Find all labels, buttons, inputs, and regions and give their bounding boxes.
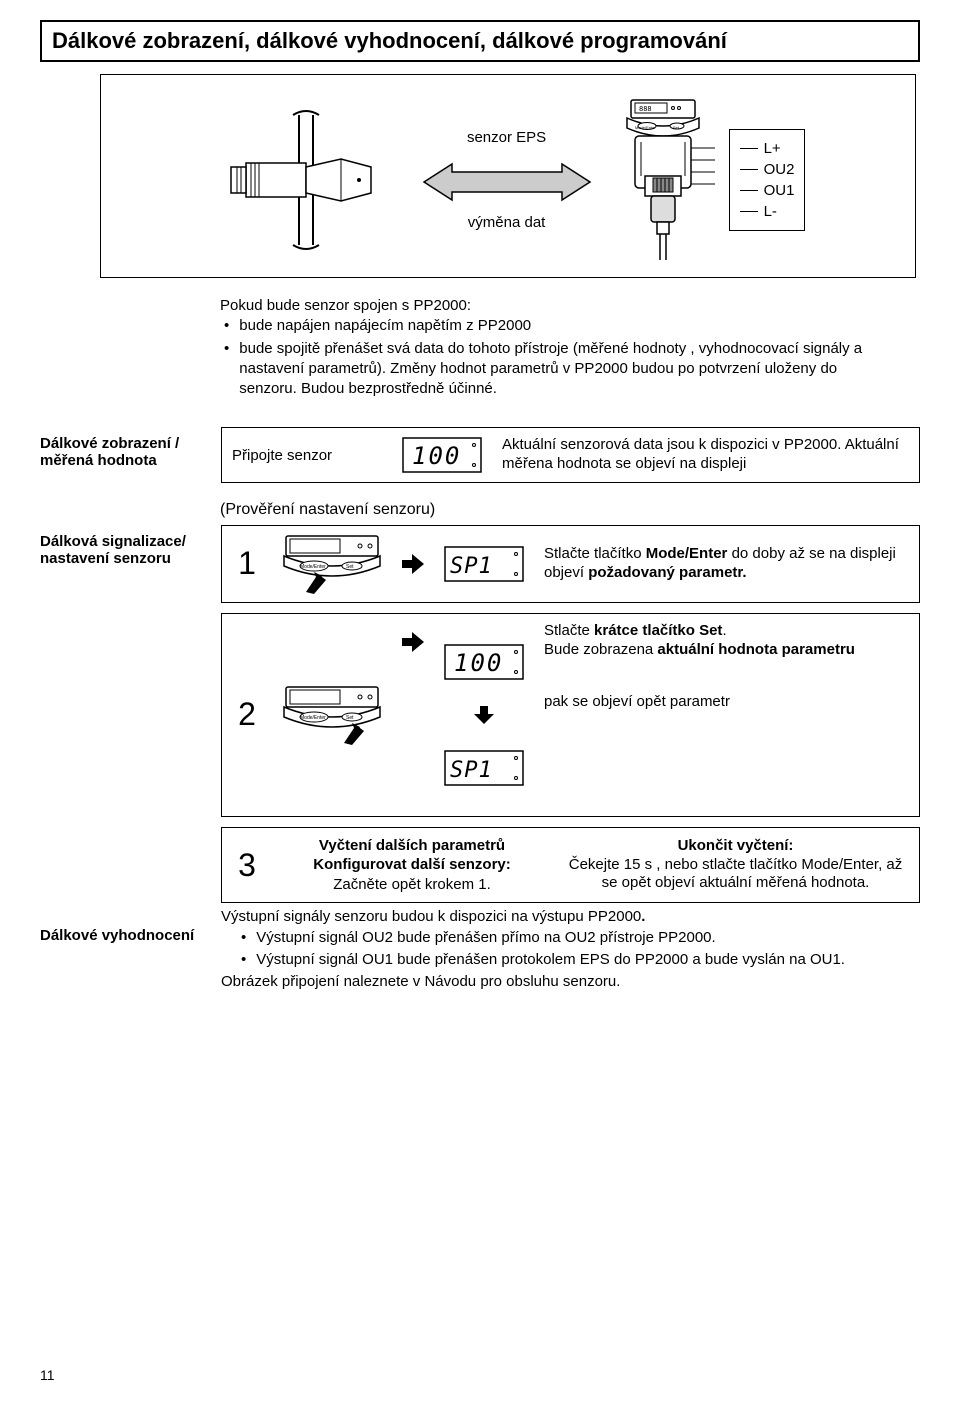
- display-sp1-icon: SP1: [444, 546, 524, 582]
- sensor-label: senzor EPS: [467, 129, 546, 146]
- step2-box: 2 Mode/Enter Set: [221, 613, 920, 817]
- intro-bullet-2: bude spojitě přenášet svá data do tohoto…: [239, 339, 880, 400]
- arrow-down-icon: [474, 706, 494, 724]
- intro-text: Pokud bude senzor spojen s PP2000: bude …: [220, 296, 880, 399]
- step3-mid: Vyčtení dalších parametrů Konfigurovat d…: [282, 836, 542, 895]
- remote-display-desc: Aktuální senzorová data jsou k dispozici…: [502, 436, 909, 474]
- svg-text:Mode/Enter: Mode/Enter: [300, 715, 326, 721]
- svg-text:Set: Set: [346, 715, 354, 721]
- step1-desc: Stlačte tlačítko Mode/Enter do doby až s…: [544, 545, 909, 583]
- remote-eval-label: Dálkové vyhodnocení: [40, 827, 221, 993]
- page-number: 11: [40, 1367, 55, 1383]
- step2-displays: 100 SP1: [444, 622, 524, 808]
- pin-labels: L+ OU2 OU1 L-: [729, 129, 806, 231]
- svg-text:Mode/Enter: Mode/Enter: [635, 125, 656, 130]
- step1-box: 1 Mode/Enter Set: [221, 525, 920, 603]
- svg-text:Set: Set: [346, 564, 354, 570]
- svg-text:888: 888: [639, 105, 652, 113]
- exchange-label: výměna dat: [468, 214, 546, 231]
- exchange-arrow-icon: [422, 162, 592, 202]
- svg-text:100: 100: [454, 649, 503, 677]
- button-panel-set-icon: Mode/Enter Set: [282, 685, 382, 745]
- sensor-eps-icon: [211, 105, 411, 255]
- svg-text:SP1: SP1: [450, 554, 493, 579]
- remote-signal-label: Dálková signalizace/ nastavení senzoru: [40, 525, 221, 603]
- step3-box: 3 Vyčtení dalších parametrů Konfigurovat…: [221, 827, 920, 904]
- step2-desc: Stlačte krátce tlačítko Set. Bude zobraz…: [544, 622, 909, 712]
- connection-diagram: senzor EPS výměna dat 888 Mode/Enter Set: [100, 74, 916, 278]
- step2-num: 2: [232, 696, 262, 733]
- svg-text:Mode/Enter: Mode/Enter: [300, 564, 326, 570]
- eval-text: Výstupní signály senzoru budou k dispozi…: [221, 907, 920, 992]
- step3-right: Ukončit vyčtení: Čekejte 15 s , nebo stl…: [562, 837, 909, 893]
- page-title: Dálkové zobrazení, dálkové vyhodnocení, …: [40, 20, 920, 62]
- display-100-icon: 100: [444, 622, 524, 702]
- arrow-right-icon: [402, 632, 424, 652]
- button-panel-icon: Mode/Enter Set: [282, 534, 382, 594]
- arrow-right-icon: [402, 554, 424, 574]
- check-heading: (Prověření nastavení senzoru): [220, 501, 920, 519]
- remote-display-label: Dálkové zobrazení / měřená hodnota: [40, 427, 221, 483]
- remote-display-box: Připojte senzor 100 Aktuální senzorová d…: [221, 427, 920, 483]
- intro-bullet-1: bude napájen napájecím napětím z PP2000: [239, 316, 531, 336]
- pp2000-device-icon: 888 Mode/Enter Set: [603, 98, 723, 263]
- display-100-icon: 100: [402, 437, 482, 473]
- step3-num: 3: [232, 847, 262, 884]
- intro-lead: Pokud bude senzor spojen s PP2000:: [220, 296, 880, 316]
- svg-text:SP1: SP1: [450, 758, 493, 783]
- connect-text: Připojte senzor: [232, 447, 382, 464]
- display-sp1-icon: SP1: [444, 728, 524, 808]
- svg-text:100: 100: [412, 442, 461, 470]
- step1-num: 1: [232, 545, 262, 582]
- svg-text:Set: Set: [673, 125, 680, 130]
